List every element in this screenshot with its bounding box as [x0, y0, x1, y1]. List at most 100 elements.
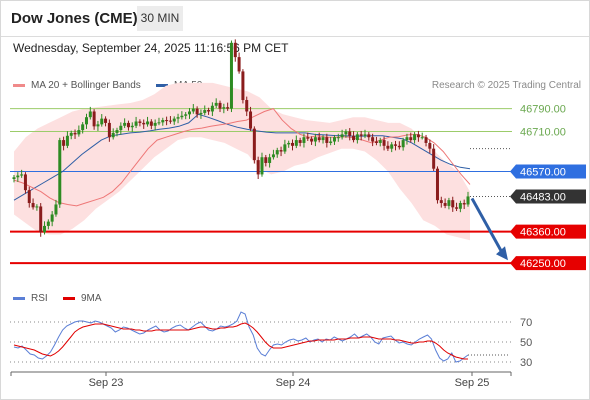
candle-body — [359, 134, 363, 136]
candle-body — [58, 140, 62, 205]
x-tick-label: Sep 25 — [455, 377, 490, 389]
candle-body — [153, 122, 157, 126]
candle-body — [348, 131, 352, 136]
candle-body — [447, 200, 451, 206]
candle-body — [245, 100, 249, 112]
instrument-title: Dow Jones (CME) — [11, 10, 138, 27]
candle-body — [226, 107, 230, 109]
candle-body — [332, 137, 336, 142]
candle-body — [46, 221, 50, 226]
candle-body — [344, 131, 348, 135]
legend-label-ma20: MA 20 + Bollinger Bands — [31, 80, 141, 91]
candle-body — [39, 206, 43, 233]
candle-body — [363, 134, 367, 136]
candle-body — [252, 128, 256, 161]
candle-body — [401, 140, 405, 148]
candle-body — [126, 122, 130, 128]
legend-rsi-ma: 9MA — [63, 293, 102, 304]
candle-body — [466, 196, 470, 205]
candle-body — [413, 134, 417, 141]
candle-body — [77, 130, 81, 135]
candle-body — [161, 120, 165, 123]
candle-body — [340, 134, 344, 138]
candle-body — [371, 137, 375, 142]
forecast-arrow-head — [496, 246, 508, 261]
candle-body — [317, 137, 321, 141]
candle-body — [264, 157, 268, 163]
candle-body — [325, 137, 329, 143]
candle-body — [142, 122, 146, 125]
candle-body — [84, 117, 88, 125]
candle-body — [268, 157, 272, 163]
candle-body — [172, 118, 176, 122]
candle-body — [439, 200, 443, 204]
candle-body — [271, 154, 275, 158]
candle-body — [203, 110, 207, 113]
candle-body — [218, 102, 222, 109]
candle-body — [43, 225, 47, 233]
candle-body — [16, 175, 20, 178]
candle-body — [62, 140, 66, 146]
level-label-support: 46360.00 — [520, 227, 566, 239]
candle-body — [12, 177, 16, 179]
legend-label-rsi: RSI — [31, 293, 48, 304]
candle-body — [432, 148, 436, 169]
candle-body — [130, 125, 134, 128]
candle-body — [184, 114, 188, 116]
candle-body — [390, 144, 394, 149]
candle-body — [191, 108, 195, 112]
ma20-swatch — [13, 83, 25, 87]
candle-body — [134, 121, 138, 126]
candle-body — [195, 108, 199, 115]
candle-body — [451, 200, 455, 208]
level-tag-pivot — [510, 164, 586, 179]
candle-body — [367, 134, 371, 138]
candle-body — [329, 141, 333, 143]
candle-body — [382, 140, 386, 146]
candle-body — [187, 111, 191, 115]
level-label-support: 46250.00 — [520, 258, 566, 270]
candle-body — [302, 137, 306, 143]
rsi-ma-line — [13, 322, 468, 360]
candle-body — [409, 137, 413, 141]
candle-body — [176, 117, 180, 119]
legend-label-rsi-ma: 9MA — [81, 293, 102, 304]
candle-body — [249, 111, 253, 129]
level-label-last: 46483.00 — [520, 191, 566, 203]
candle-body — [424, 137, 428, 143]
candle-body — [222, 107, 226, 109]
candle-body — [443, 203, 447, 206]
candle-body — [35, 206, 39, 208]
candle-body — [65, 135, 69, 146]
candle-body — [283, 144, 287, 152]
rsi-ma-swatch — [63, 296, 75, 300]
candle-body — [27, 190, 31, 204]
forecast-arrow-shaft — [470, 197, 505, 255]
ma50-line — [13, 113, 471, 201]
candle-body — [260, 157, 264, 175]
level-label-pivot: 46570.00 — [520, 167, 566, 179]
candle-body — [96, 124, 100, 127]
candle-body — [241, 71, 245, 101]
bollinger-band-area — [14, 82, 470, 241]
candle-body — [31, 203, 35, 208]
candle-body — [146, 121, 150, 125]
candle-body — [88, 111, 92, 118]
ma50-swatch — [156, 83, 168, 87]
candle-body — [336, 137, 340, 139]
timeframe-button[interactable]: 30 MIN — [137, 6, 183, 31]
candle-body — [420, 137, 424, 139]
candle-body — [321, 137, 325, 141]
x-tick-label: Sep 23 — [89, 377, 124, 389]
level-tag-support — [510, 224, 586, 239]
candle-body — [168, 120, 172, 122]
candle-body — [275, 150, 279, 155]
candle-body — [294, 140, 298, 146]
candle-body — [210, 105, 214, 112]
ma20-line — [13, 108, 471, 207]
chart-header: Dow Jones (CME) 30 MIN — [0, 0, 590, 37]
candle-body — [352, 135, 356, 141]
candle-body — [115, 130, 119, 133]
candle-body — [54, 204, 58, 215]
